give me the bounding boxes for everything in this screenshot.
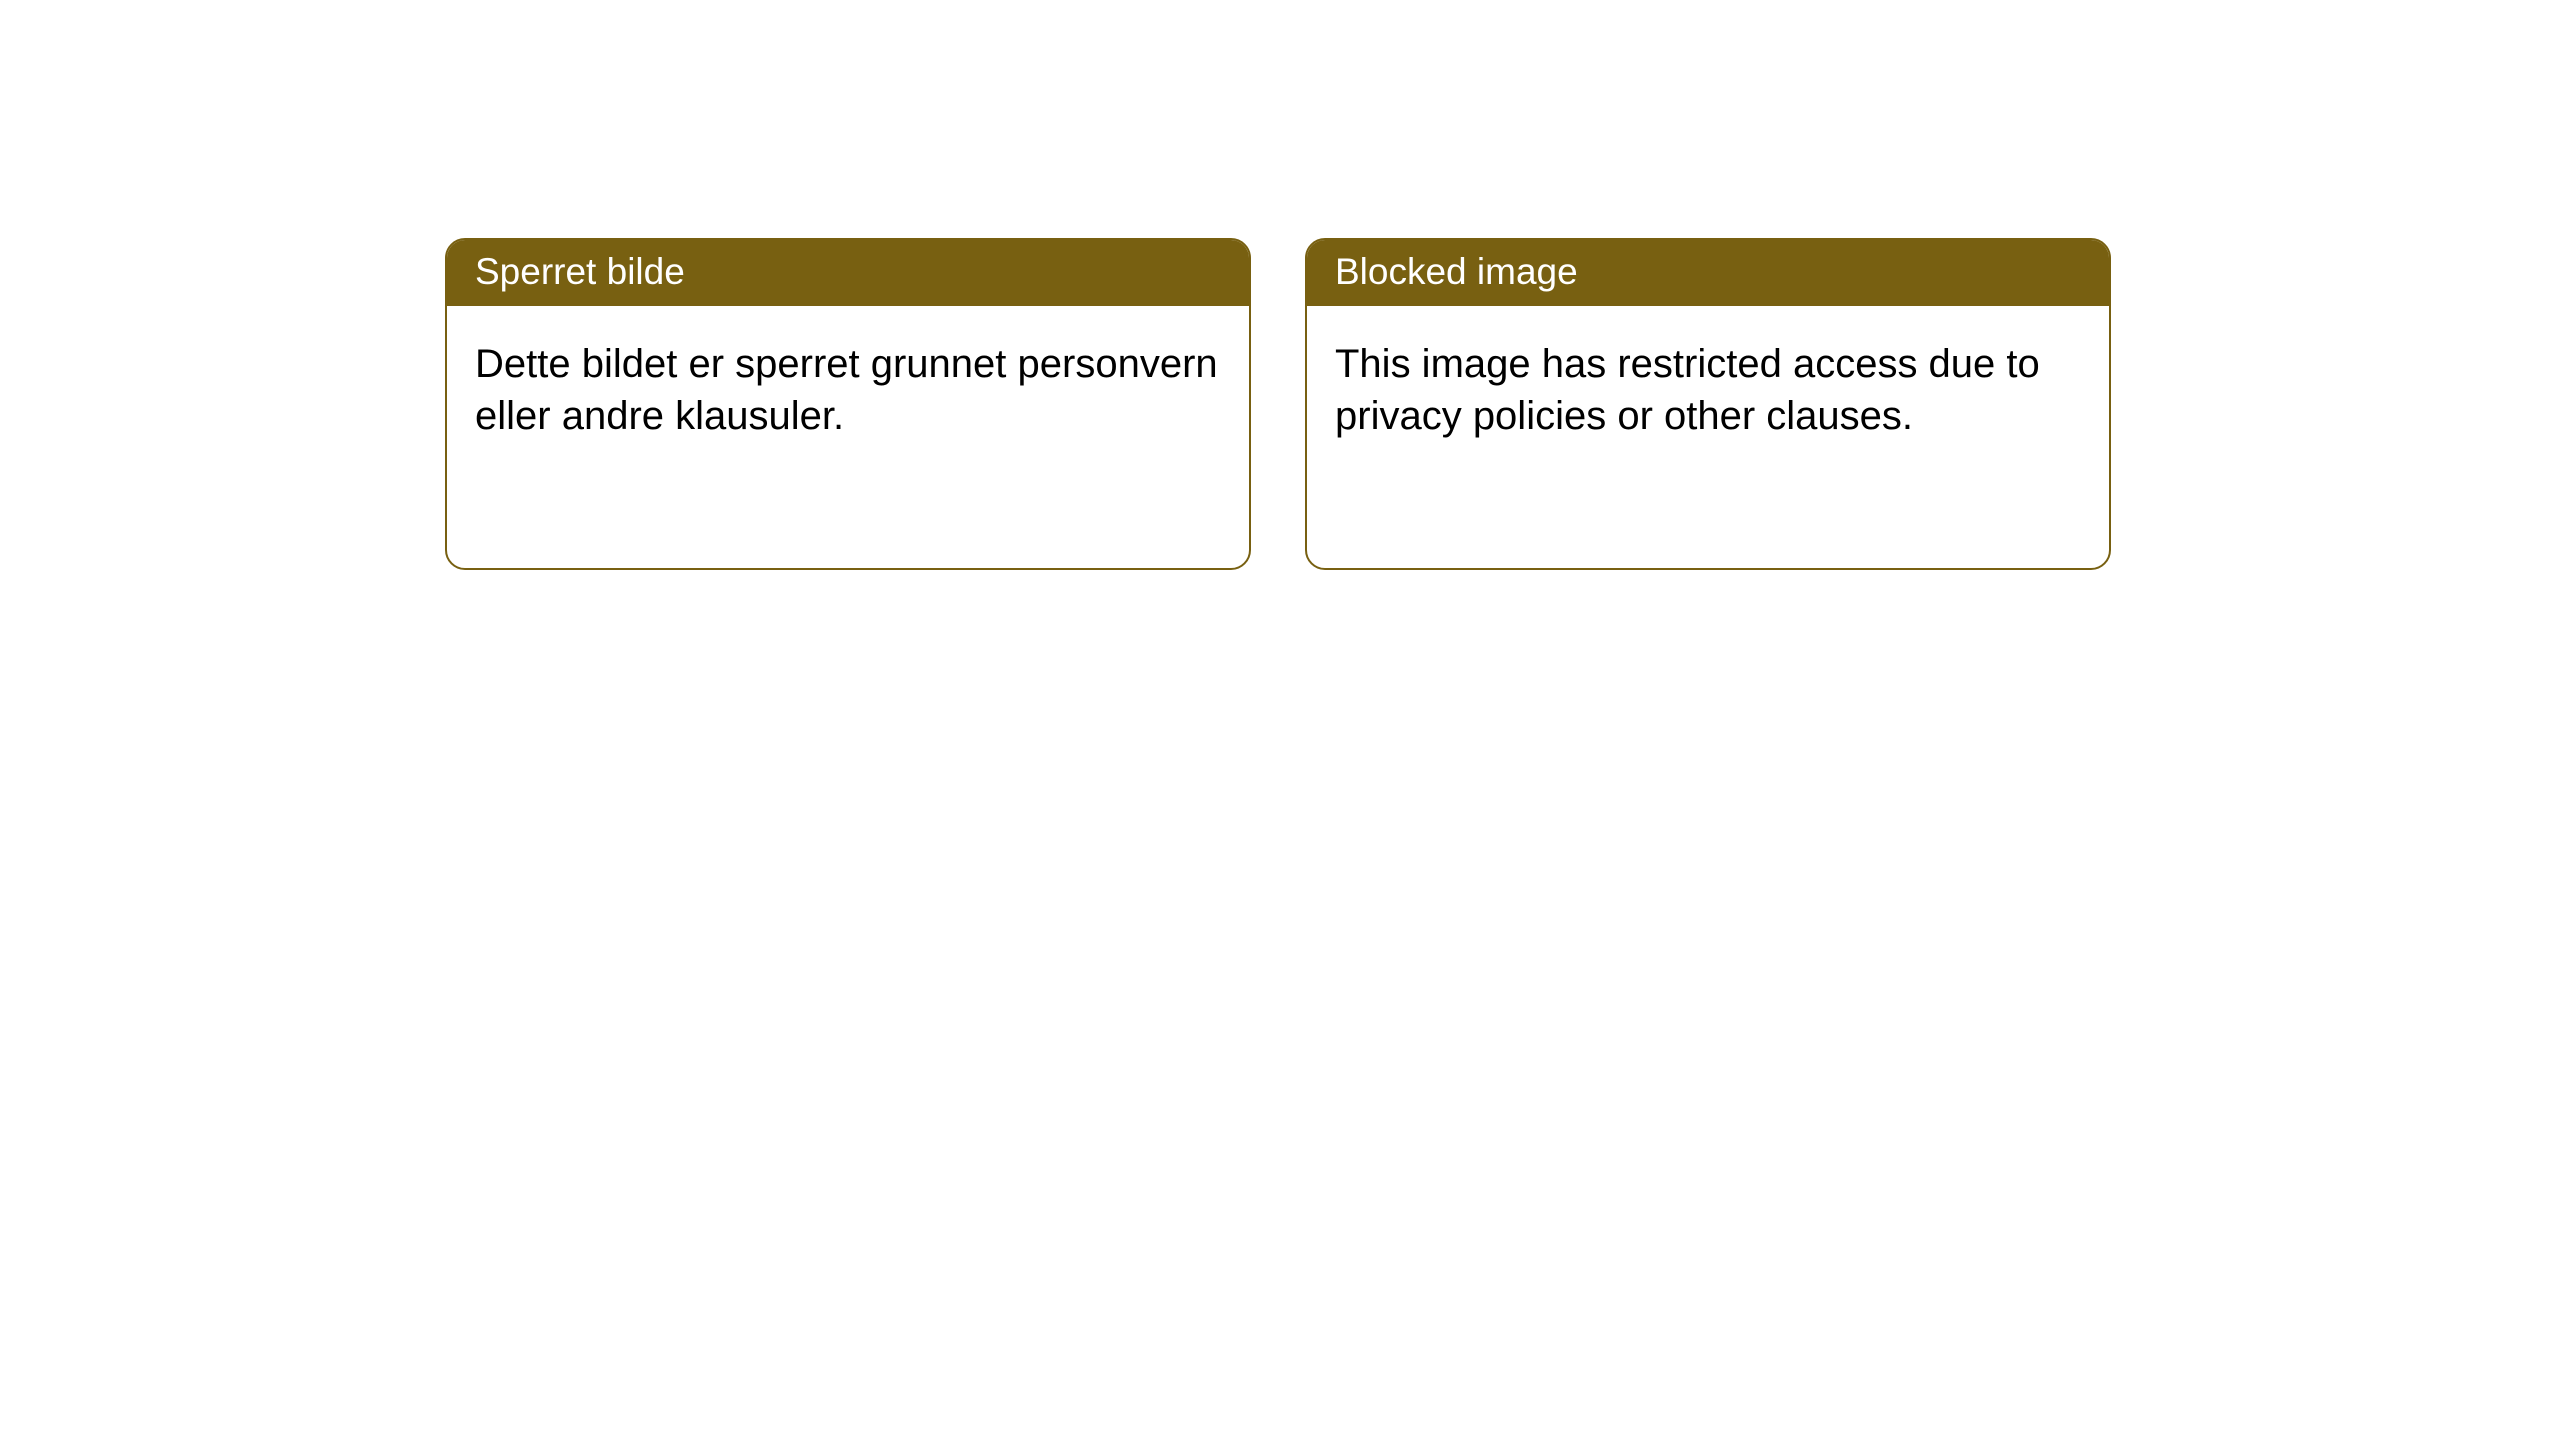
notice-card-english: Blocked image This image has restricted … <box>1305 238 2111 570</box>
notice-body-english: This image has restricted access due to … <box>1307 306 2109 474</box>
notice-card-norwegian: Sperret bilde Dette bildet er sperret gr… <box>445 238 1251 570</box>
notice-container: Sperret bilde Dette bildet er sperret gr… <box>0 0 2560 570</box>
notice-title-english: Blocked image <box>1307 240 2109 306</box>
notice-body-norwegian: Dette bildet er sperret grunnet personve… <box>447 306 1249 474</box>
notice-title-norwegian: Sperret bilde <box>447 240 1249 306</box>
